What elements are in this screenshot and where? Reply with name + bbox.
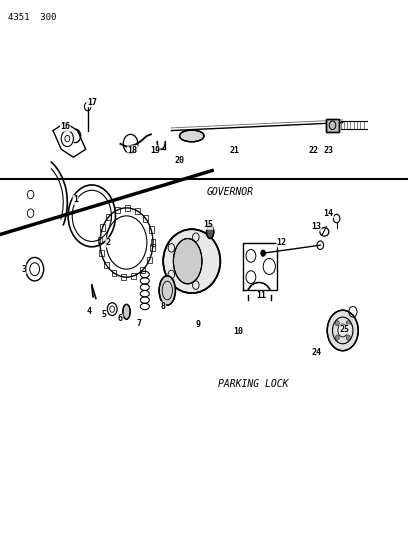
Text: 12: 12 [277, 238, 286, 247]
Text: 20: 20 [175, 157, 184, 165]
Bar [140, 266, 145, 273]
Bar [100, 224, 105, 231]
Bar [121, 274, 126, 280]
Bar [99, 250, 104, 256]
Text: 4: 4 [86, 308, 91, 316]
Circle shape [327, 310, 358, 351]
Text: 5: 5 [102, 310, 106, 319]
Bar [151, 239, 155, 246]
Text: 1: 1 [73, 196, 78, 204]
Text: 23: 23 [324, 146, 333, 155]
Bar [150, 244, 155, 251]
Bar [149, 227, 153, 233]
Text: 7: 7 [136, 319, 141, 328]
Text: 24: 24 [311, 349, 321, 357]
Text: 6: 6 [118, 314, 123, 323]
Bar [135, 208, 140, 214]
Circle shape [335, 321, 339, 326]
Bar [115, 207, 120, 213]
Ellipse shape [180, 130, 204, 142]
Text: 16: 16 [60, 123, 70, 131]
Text: 14: 14 [324, 209, 333, 217]
Circle shape [346, 321, 350, 326]
Bar [106, 214, 111, 220]
Bar [131, 272, 136, 279]
Bar [104, 262, 109, 268]
Text: 10: 10 [234, 327, 244, 336]
Text: GOVERNOR: GOVERNOR [207, 187, 254, 197]
Ellipse shape [123, 304, 130, 319]
Text: 2: 2 [106, 238, 111, 247]
Bar [125, 205, 130, 211]
Ellipse shape [163, 229, 220, 293]
Text: 4351  300: 4351 300 [8, 13, 57, 22]
Text: 22: 22 [308, 146, 318, 155]
Text: 21: 21 [230, 146, 239, 155]
Text: 13: 13 [311, 222, 321, 231]
Text: 17: 17 [87, 98, 97, 107]
Ellipse shape [159, 276, 175, 305]
Bar [98, 237, 102, 243]
Text: 11: 11 [256, 292, 266, 300]
Bar [111, 270, 116, 276]
Circle shape [261, 250, 266, 256]
Text: 19: 19 [150, 146, 160, 155]
Text: 25: 25 [340, 325, 350, 334]
Ellipse shape [173, 239, 202, 284]
Text: 3: 3 [21, 265, 26, 273]
Bar [326, 118, 339, 132]
Bar [147, 257, 152, 263]
Circle shape [335, 335, 339, 340]
Text: 15: 15 [203, 221, 213, 229]
Bar [326, 118, 339, 132]
Text: 18: 18 [128, 146, 137, 155]
Circle shape [346, 335, 350, 340]
Text: 8: 8 [161, 302, 166, 311]
Text: PARKING LOCK: PARKING LOCK [218, 379, 288, 389]
Ellipse shape [206, 225, 214, 239]
Bar [143, 215, 148, 222]
Text: 9: 9 [195, 320, 200, 328]
